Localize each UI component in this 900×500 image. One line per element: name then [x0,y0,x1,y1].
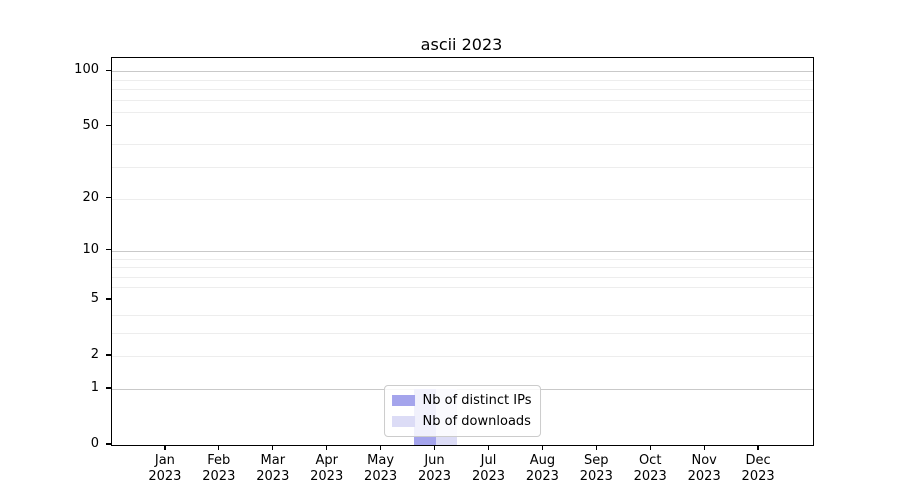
gridline-major [112,250,813,252]
y-tick-mark [106,196,111,199]
gridline-minor [112,144,813,146]
x-tick-mark [326,445,328,450]
legend-item-distinct-ips: Nb of distinct IPs [391,391,532,410]
x-tick-mark [433,445,436,450]
legend: Nb of distinct IPs Nb of downloads [383,385,542,437]
x-tick-label: Jul 2023 [471,453,506,484]
y-tick-mark [106,124,111,127]
y-tick-mark [106,354,111,356]
legend-swatch-distinct-ips-icon [391,395,415,406]
gridline-major [112,71,813,73]
gridline-minor [112,276,813,278]
x-tick-mark [541,445,544,450]
gridline-minor [112,258,813,260]
x-tick-mark [272,445,274,450]
gridline-minor [112,89,813,91]
x-tick-mark [703,445,705,450]
x-tick-label: Aug 2023 [525,453,559,484]
x-tick-label: Jan 2023 [148,453,182,484]
gridline-minor [112,79,813,81]
y-tick-label: 5 [90,290,99,306]
y-tick-mark [106,298,111,300]
plot-area: Nb of distinct IPs Nb of downloads [111,57,814,446]
gridline-minor [112,314,813,316]
gridline-minor [112,99,813,101]
x-tick-mark [595,445,597,450]
x-tick-label: Sep 2023 [579,453,613,484]
x-tick-label: Feb 2023 [202,453,236,484]
gridline-minor [112,332,813,334]
x-tick-mark [487,445,490,450]
y-tick-label: 2 [90,347,99,362]
gridline-minor [112,356,813,357]
y-tick-mark [106,249,111,251]
y-tick-label: 1 [90,379,99,395]
legend-label-downloads: Nb of downloads [422,414,531,429]
x-tick-mark [218,445,220,450]
y-tick-mark [106,387,111,389]
y-tick-label: 100 [74,62,99,78]
x-tick-mark [164,445,166,450]
x-tick-label: Jun 2023 [417,453,452,484]
gridline-minor [112,198,813,200]
gridline-minor [112,287,813,289]
legend-item-downloads: Nb of downloads [391,412,532,431]
x-tick-label: Nov 2023 [687,453,721,484]
gridline-minor [112,267,813,269]
x-tick-label: Dec 2023 [741,453,775,484]
legend-label-distinct-ips: Nb of distinct IPs [422,393,532,408]
y-tick-label: 0 [90,436,99,451]
chart-title: ascii 2023 [420,35,503,54]
x-tick-mark [379,445,382,450]
y-tick-label: 10 [82,241,99,257]
gridline-minor [112,166,813,168]
x-tick-label: Apr 2023 [310,453,344,484]
x-tick-mark [757,445,759,450]
y-tick-label: 20 [82,189,99,205]
gridline-minor [112,112,813,114]
x-tick-label: May 2023 [364,453,398,484]
x-tick-label: Mar 2023 [256,453,290,484]
y-tick-label: 50 [82,117,99,133]
x-tick-mark [649,445,651,450]
y-tick-mark [106,69,111,71]
y-tick-mark [106,443,111,445]
x-tick-label: Oct 2023 [633,453,667,484]
legend-swatch-downloads-icon [391,416,415,427]
